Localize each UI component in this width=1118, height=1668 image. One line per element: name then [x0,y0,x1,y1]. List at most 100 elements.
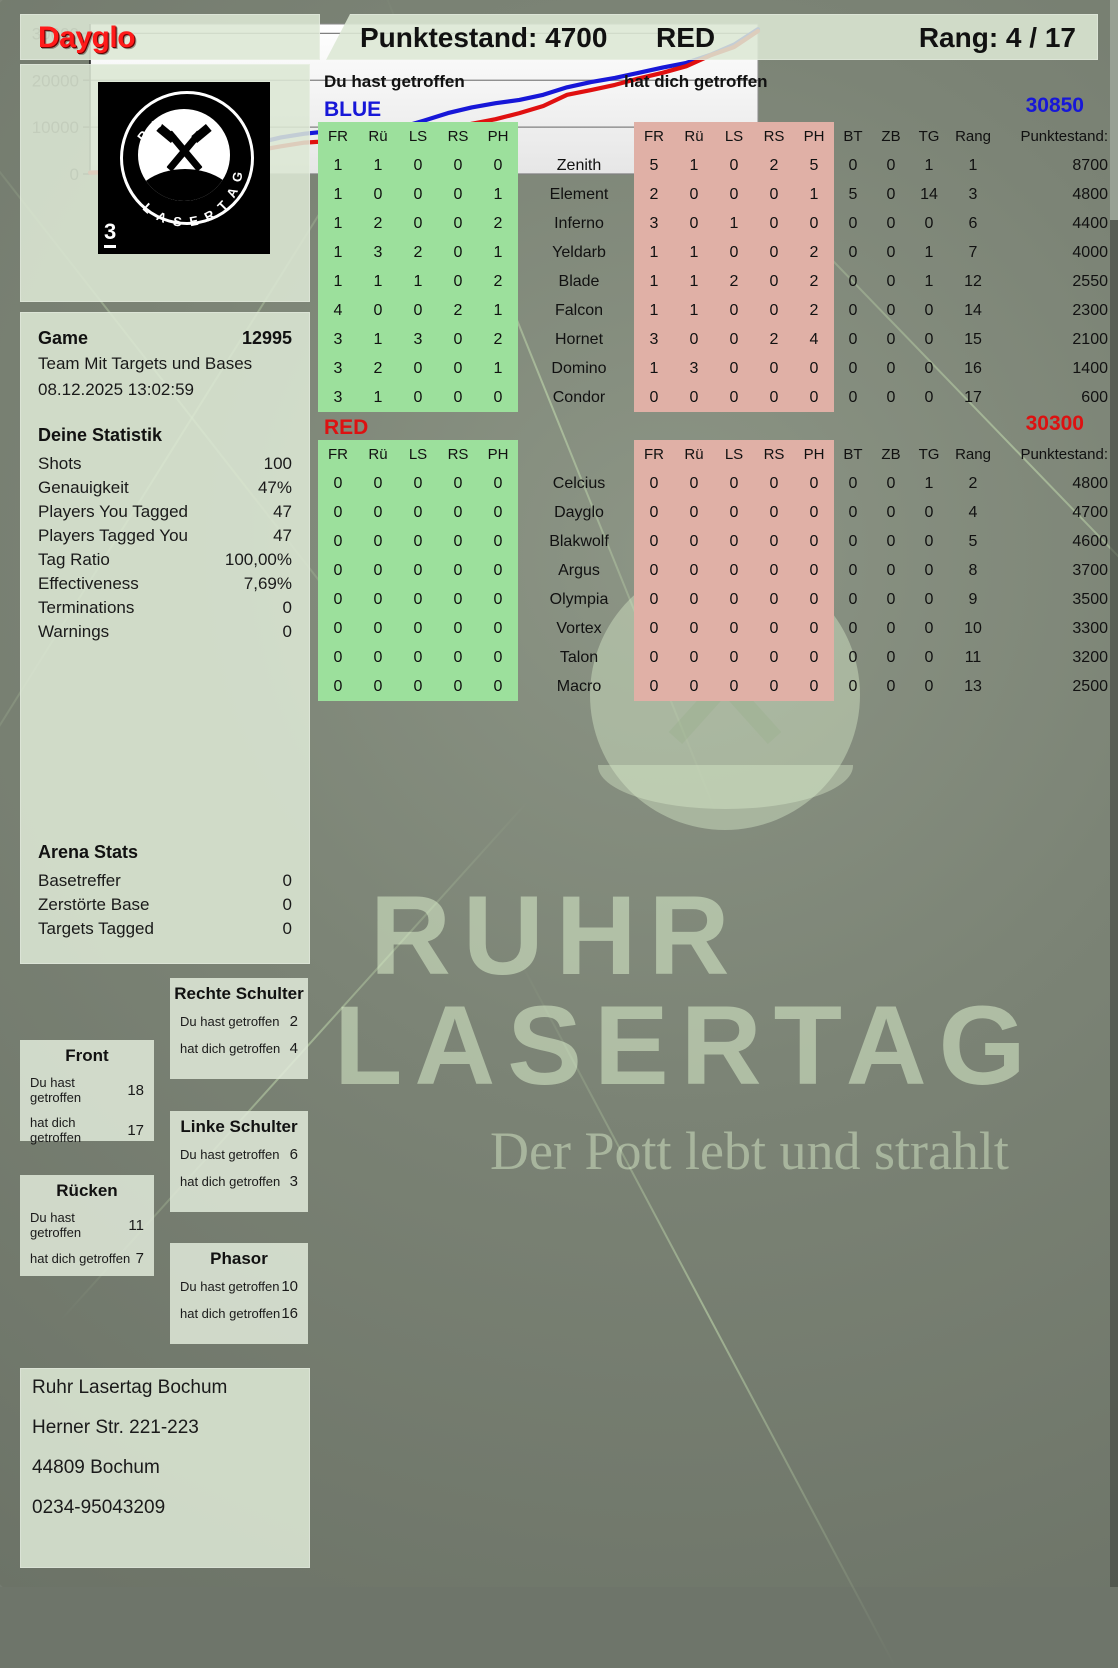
table-row[interactable]: 1 3 2 0 1 Yeldarb 1 1 0 0 2 0 0 1 7 4000 [318,238,1118,267]
cell-points: 2100 [1072,330,1108,348]
table-row[interactable]: 4 0 0 2 1 Falcon 1 1 0 0 2 0 0 0 14 2300 [318,296,1118,325]
header-you-RS: RS [438,122,478,151]
cell-bt: 0 [848,648,858,666]
cell-you-hit: 0 [318,556,358,585]
header-them-Rü: Rü [674,122,714,151]
cell-hit-you: 0 [634,498,674,527]
header-them-PH: PH [794,440,834,469]
cell-points: 4800 [1072,185,1108,203]
header-them-RS: RS [754,440,794,469]
game-mode: Team Mit Targets und Bases [38,354,253,373]
cell-zb: 0 [886,474,896,492]
cell-rang: 17 [964,388,982,406]
cell-hit-you: 0 [674,556,714,585]
cell-hit-you: 3 [634,325,674,354]
bodypart-ruecken-title: Rücken [56,1181,118,1200]
cell-hit-you: 0 [674,672,714,701]
stat-value: 100 [263,454,292,473]
cell-hit-you: 0 [674,614,714,643]
cell-hit-you: 0 [794,585,834,614]
bodypart-front-title: Front [65,1046,109,1065]
cell-points: 1400 [1072,359,1108,377]
bodypart-phasor: Phasor Du hast getroffen 10 hat dich getr… [170,1243,308,1344]
cell-you-hit: 1 [398,267,438,296]
table-row[interactable]: 0 0 0 0 0 Argus 0 0 0 0 0 0 0 0 8 3700 [318,556,1118,585]
stat-value: 0 [282,622,292,641]
table-row[interactable]: 0 0 0 0 0 Macro 0 0 0 0 0 0 0 0 13 2500 [318,672,1118,701]
cell-you-hit: 0 [398,151,438,180]
bodypart-ruecken-hit-label: Du hast getroffen [30,1210,82,1240]
header-you-Rü: Rü [358,440,398,469]
cell-hit-you: 0 [634,469,674,498]
cell-hit-you: 0 [674,325,714,354]
table-row[interactable]: 1 2 0 0 2 Inferno 3 0 1 0 0 0 0 0 6 4400 [318,209,1118,238]
table-row[interactable]: 0 0 0 0 0 Celcius 0 0 0 0 0 0 0 1 2 4800 [318,469,1118,498]
cell-zb: 0 [886,388,896,406]
cell-you-hit: 0 [398,672,438,701]
table-row[interactable]: 0 0 0 0 0 Blakwolf 0 0 0 0 0 0 0 0 5 4600 [318,527,1118,556]
page-scrollbar[interactable] [1110,0,1118,1587]
cell-hit-you: 0 [714,325,754,354]
bodypart-rechte-schulter: Rechte Schulter Du hast getroffen 2 hat d… [170,978,308,1079]
bodypart-phasor-hit-label: Du hast getroffen [180,1279,280,1294]
table-row[interactable]: 3 1 0 0 0 Condor 0 0 0 0 0 0 0 0 17 600 [318,383,1118,412]
cell-you-hit: 0 [318,469,358,498]
game-label: Game [38,328,89,348]
cell-you-hit: 0 [318,585,358,614]
arena-stat-value: 0 [282,919,292,938]
cell-hit-you: 0 [634,383,674,412]
team-label: RED [656,22,716,53]
cell-hit-you: 0 [634,672,674,701]
header-rang: Rang [955,128,991,145]
cell-rang: 16 [964,359,982,377]
cell-hit-you: 0 [674,498,714,527]
table-row[interactable]: 0 0 0 0 0 Dayglo 0 0 0 0 0 0 0 0 4 4700 [318,498,1118,527]
table-row[interactable]: 1 0 0 0 1 Element 2 0 0 0 1 5 0 14 3 4800 [318,180,1118,209]
cell-hit-you: 0 [754,556,794,585]
cell-hit-you: 0 [794,469,834,498]
arena-stat-row: Zerstörte Base 0 [38,893,292,917]
stat-value: 100,00% [224,550,292,569]
cell-you-hit: 0 [318,672,358,701]
cell-hit-you: 0 [634,614,674,643]
cell-you-hit: 0 [438,556,478,585]
table-row[interactable]: 3 2 0 0 1 Domino 1 3 0 0 0 0 0 0 16 1400 [318,354,1118,383]
stat-row: Genauigkeit 47% [38,476,292,500]
cell-you-hit: 0 [478,585,518,614]
cell-hit-you: 0 [674,383,714,412]
header-you-FR: FR [318,440,358,469]
table-row[interactable]: 0 0 0 0 0 Olympia 0 0 0 0 0 0 0 0 9 3500 [318,585,1118,614]
table-row[interactable]: 1 1 1 0 2 Blade 1 1 2 0 2 0 0 1 12 2550 [318,267,1118,296]
table-row[interactable]: 1 1 0 0 0 Zenith 5 1 0 2 5 0 0 1 1 8700 [318,151,1118,180]
team-header: BLUE 30850 [324,94,1084,122]
cell-you-hit: 0 [318,527,358,556]
cell-hit-you: 1 [794,180,834,209]
cell-zb: 0 [886,359,896,377]
table-row[interactable]: 0 0 0 0 0 Talon 0 0 0 0 0 0 0 0 11 3200 [318,643,1118,672]
cell-points: 2300 [1072,301,1108,319]
cell-points: 2550 [1072,272,1108,290]
cell-rang: 7 [968,243,978,261]
table-row[interactable]: 3 1 3 0 2 Hornet 3 0 0 2 4 0 0 0 15 2100 [318,325,1118,354]
bodypart-ls-gothit-value: 3 [289,1173,298,1190]
header-tg: TG [918,128,940,145]
bodypart-front: Front Du hast getroffen 18 hat dich getro… [20,1040,154,1145]
bodypart-phasor-title: Phasor [210,1249,268,1268]
bodypart-ruecken-gothit-value: 7 [135,1250,144,1267]
cell-you-hit: 0 [478,383,518,412]
cell-player-name: Element [549,185,609,203]
table-row[interactable]: 0 0 0 0 0 Vortex 0 0 0 0 0 0 0 0 10 3300 [318,614,1118,643]
cell-you-hit: 0 [438,469,478,498]
cell-rang: 12 [964,272,982,290]
cell-hit-you: 5 [794,151,834,180]
cell-hit-you: 0 [754,585,794,614]
cell-you-hit: 0 [478,614,518,643]
table-header-row: FR Rü LS RS PH FR Rü LS RS PH BT ZB TG Rang Punktestan… [318,440,1118,469]
game-datetime: 08.12.2025 13:02:59 [38,380,194,399]
scrollbar-thumb[interactable] [1110,0,1118,220]
cell-you-hit: 0 [478,527,518,556]
cell-you-hit: 1 [478,296,518,325]
cell-you-hit: 2 [478,267,518,296]
cell-hit-you: 1 [634,267,674,296]
